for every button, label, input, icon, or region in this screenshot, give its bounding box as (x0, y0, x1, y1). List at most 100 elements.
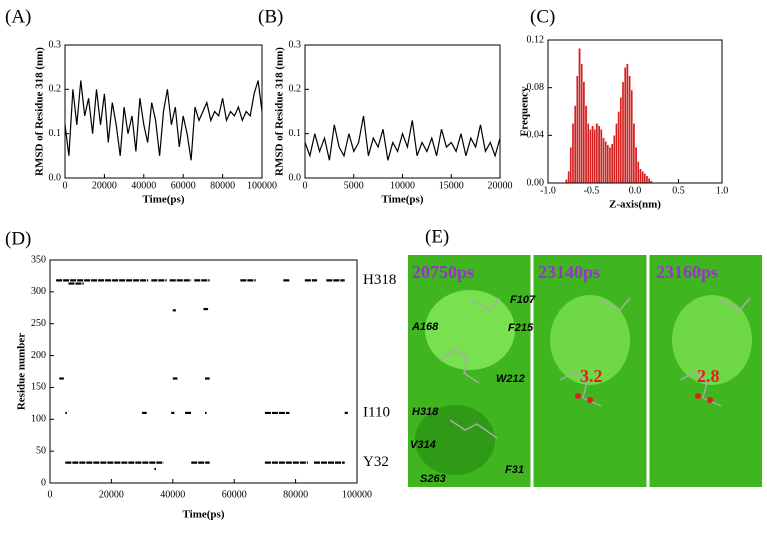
residue-label: A168 (411, 321, 439, 333)
bar (647, 178, 651, 184)
distance-label: 3.2 (580, 366, 603, 386)
bar (600, 129, 603, 184)
bar (586, 123, 590, 184)
bar (582, 81, 586, 184)
y-tick-label: 0.3 (289, 39, 302, 50)
panel-label: (C) (530, 6, 555, 27)
bar (589, 129, 592, 184)
bar (576, 75, 579, 184)
x-tick-label: 0 (303, 180, 308, 191)
bar (641, 170, 644, 184)
bar (615, 123, 618, 184)
x-tick-label: -0.5 (584, 185, 600, 196)
frame-time: 23160ps (656, 262, 718, 282)
y-tick-label: 0.12 (527, 34, 545, 45)
chart-panel: (B) 0 5000 10000 15000 20000 0.0 0.1 0.2 0.3 Time(… (258, 6, 513, 205)
x-tick-label: 60000 (171, 180, 196, 191)
y-tick-label: 50 (36, 445, 46, 456)
y-tick-label: 350 (31, 254, 46, 265)
x-axis-label: Time(ps) (183, 509, 225, 521)
y-axis-label: RMSD of Residue 318 (nm) (34, 47, 46, 176)
x-axis-label: Time(ps) (143, 194, 185, 206)
bar (571, 123, 575, 184)
x-tick-label: 20000 (99, 489, 124, 500)
plot-frame (64, 44, 263, 179)
y-axis-label: RMSD of Residue 318 (nm) (274, 47, 286, 176)
x-tick-label: 80000 (283, 489, 308, 500)
bar (584, 105, 588, 184)
y-tick-label: 0.04 (527, 130, 545, 141)
bar (606, 144, 610, 184)
residue-label: F31 (505, 464, 524, 476)
x-axis-label: Time(ps) (382, 194, 424, 206)
x-tick-label: 20000 (92, 180, 117, 191)
x-tick-label: 40000 (160, 489, 185, 500)
bar (569, 147, 573, 184)
x-tick-label: 1.0 (716, 185, 729, 196)
x-tick-label: 0.5 (672, 185, 685, 196)
distance-label: 2.8 (697, 366, 720, 386)
x-tick-label: 60000 (222, 489, 247, 500)
plot-frame (304, 44, 501, 179)
data-line (304, 115, 501, 161)
bar (593, 129, 597, 184)
x-tick-label: 15000 (439, 180, 464, 191)
x-tick-label: -1.0 (540, 185, 556, 196)
bar (636, 161, 640, 184)
x-tick-label: 10000 (390, 180, 415, 191)
y-tick-label: 0.00 (527, 177, 545, 188)
chart-panel: (C) -1.0 -0.5 0.0 0.5 1.0 0.00 0.04 0.08 0.12 Z-ax… (519, 6, 729, 210)
surface-shadow (415, 405, 495, 475)
panel-label: (B) (258, 6, 283, 27)
panel-label: (A) (5, 6, 31, 27)
x-tick-label: 100000 (247, 180, 277, 191)
bar (580, 63, 583, 184)
y-tick-label: 250 (31, 318, 46, 329)
surface-highlight (550, 295, 630, 385)
residue-label: W212 (496, 373, 525, 385)
y-tick-label: 100 (31, 414, 46, 425)
residue-label: F107 (510, 294, 536, 306)
bar (613, 135, 616, 184)
y-tick-label: 0.3 (49, 39, 62, 50)
panel-label: (E) (425, 226, 449, 247)
bar (628, 75, 631, 184)
y-tick-label: 0.2 (49, 84, 62, 95)
surface-highlight (672, 295, 752, 385)
bar (567, 170, 570, 184)
bar (578, 48, 581, 184)
chart-panel: (A) 0 20000 40000 60000 80000 100000 0.0 0.1 0.2 0… (5, 6, 277, 205)
bar (632, 123, 636, 184)
y-tick-label: 0.2 (289, 84, 302, 95)
bar (623, 67, 627, 184)
plot-frame (547, 39, 723, 184)
annotation: Y32 (363, 454, 389, 470)
y-tick-label: 200 (31, 350, 46, 361)
bar (630, 89, 634, 184)
x-tick-label: 5000 (344, 180, 364, 191)
bar (595, 123, 599, 184)
chart-panel: (D) 0 20000 40000 60000 80000 100000 0 50 100 150 2… (5, 228, 396, 520)
y-tick-label: 0.1 (289, 128, 302, 139)
bar (634, 147, 638, 184)
bar (645, 175, 649, 184)
x-tick-label: 0 (48, 489, 53, 500)
y-tick-label: 0.08 (527, 82, 545, 93)
bar (643, 173, 647, 184)
bar (573, 105, 577, 184)
frame-time: 20750ps (412, 262, 474, 282)
y-axis-label: Residue number (16, 333, 28, 410)
bar (619, 96, 623, 184)
panel-label: (D) (5, 228, 31, 249)
x-tick-label: 40000 (131, 180, 156, 191)
y-tick-label: 0.0 (289, 172, 302, 183)
y-tick-label: 0.1 (49, 128, 62, 139)
y-axis-label: Frequency (519, 86, 531, 136)
annotation: H318 (363, 272, 396, 288)
bar (565, 179, 568, 184)
y-tick-label: 0.0 (49, 172, 62, 183)
residue-label: H318 (412, 406, 439, 418)
x-tick-label: 0 (63, 180, 68, 191)
bar (626, 63, 629, 184)
